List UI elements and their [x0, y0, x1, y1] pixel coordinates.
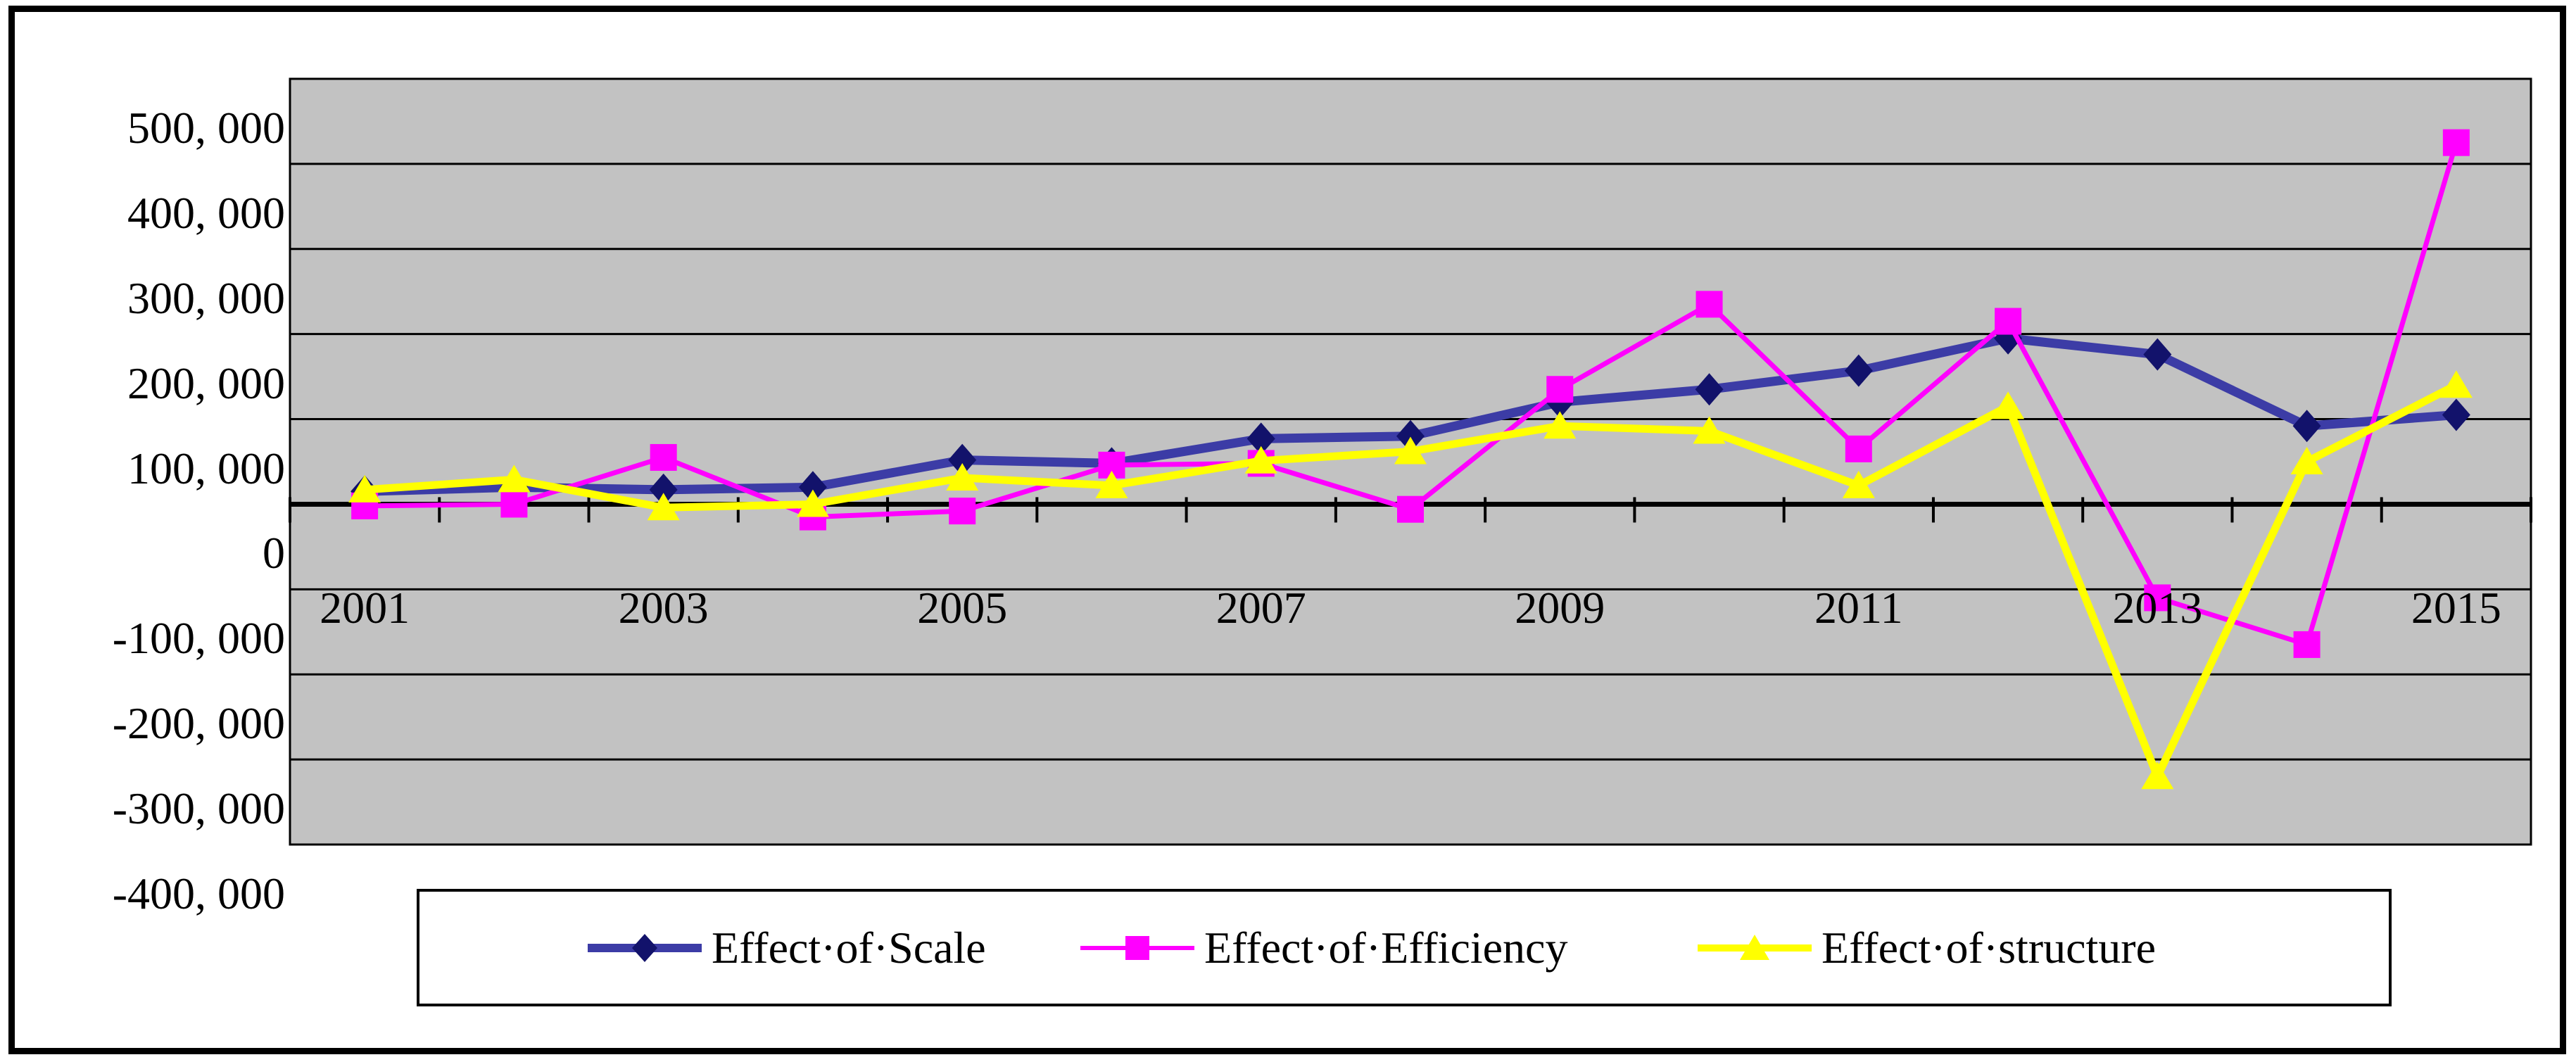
data-point-square — [1546, 376, 1574, 403]
data-point-diamond — [1246, 422, 1275, 455]
data-point-square — [1696, 291, 1723, 318]
y-axis-label: -400, 000 — [112, 868, 285, 918]
y-axis-label: -200, 000 — [112, 698, 285, 749]
data-point-diamond — [1844, 354, 1873, 387]
data-point-diamond — [1396, 419, 1425, 453]
data-point-square — [949, 498, 976, 525]
y-axis-label: 200, 000 — [127, 358, 285, 408]
data-point-diamond — [948, 443, 977, 476]
x-axis-label: 2011 — [1814, 583, 1903, 633]
legend: Effect·of·Scale Effect·of·Efficiency Eff… — [417, 889, 2392, 1006]
data-point-triangle — [1992, 391, 2025, 419]
y-axis-label: 0 — [263, 528, 285, 579]
legend-label: Effect·of·Scale — [712, 922, 986, 973]
x-axis-label: 2001 — [320, 583, 410, 633]
data-point-square — [1845, 435, 1872, 462]
x-axis-label: 2003 — [618, 583, 709, 633]
data-point-triangle — [1543, 411, 1577, 439]
y-axis-label: -100, 000 — [112, 613, 285, 664]
legend-item-effect-of-efficiency: Effect·of·Efficiency — [1078, 921, 1567, 975]
x-axis-label: 2013 — [2112, 583, 2203, 633]
data-point-triangle — [2141, 761, 2174, 790]
line-triangle-icon — [1698, 934, 1812, 960]
y-axis-label: -300, 000 — [112, 783, 285, 834]
data-point-triangle — [796, 489, 829, 517]
x-axis-label: 2015 — [2411, 583, 2501, 633]
y-axis-label: 300, 000 — [127, 272, 285, 323]
data-point-triangle — [946, 462, 979, 491]
data-point-diamond — [798, 471, 827, 504]
data-point-triangle — [1095, 470, 1128, 498]
data-point-square — [1397, 495, 1424, 523]
data-point-square — [2293, 631, 2321, 658]
plot-border — [289, 77, 2532, 846]
legend-item-effect-of-structure: Effect·of·structure — [1695, 921, 2156, 975]
data-point-square — [2442, 129, 2470, 156]
data-point-triangle — [2290, 447, 2323, 474]
data-point-diamond — [649, 473, 678, 506]
data-point-square — [500, 491, 528, 518]
line-square-icon — [1080, 935, 1194, 960]
x-axis-label: 2007 — [1216, 583, 1306, 633]
y-axis-label: 100, 000 — [127, 443, 285, 493]
legend-label: Effect·of·structure — [1821, 922, 2156, 973]
y-axis-label: 500, 000 — [127, 103, 285, 153]
data-point-triangle — [348, 474, 381, 502]
data-point-square — [2144, 584, 2171, 612]
data-point-square — [650, 443, 677, 471]
data-point-triangle — [1842, 470, 1875, 498]
y-axis-label: 400, 000 — [127, 187, 285, 238]
line-diamond-icon — [588, 933, 702, 962]
legend-item-effect-of-scale: Effect·of·Scale — [585, 921, 986, 975]
data-point-triangle — [498, 464, 531, 493]
x-axis-label: 2009 — [1515, 583, 1605, 633]
data-point-triangle — [1693, 416, 1726, 444]
data-point-triangle — [2439, 370, 2473, 398]
data-point-diamond — [2442, 398, 2470, 431]
legend-label: Effect·of·Efficiency — [1204, 922, 1568, 973]
data-point-triangle — [647, 493, 680, 521]
data-point-triangle — [1244, 445, 1277, 474]
data-point-diamond — [2292, 410, 2321, 443]
data-point-square — [1995, 308, 2022, 335]
data-point-diamond — [2143, 338, 2172, 371]
x-axis-label: 2005 — [917, 583, 1008, 633]
data-point-triangle — [1394, 436, 1427, 464]
data-point-diamond — [1695, 373, 1724, 406]
